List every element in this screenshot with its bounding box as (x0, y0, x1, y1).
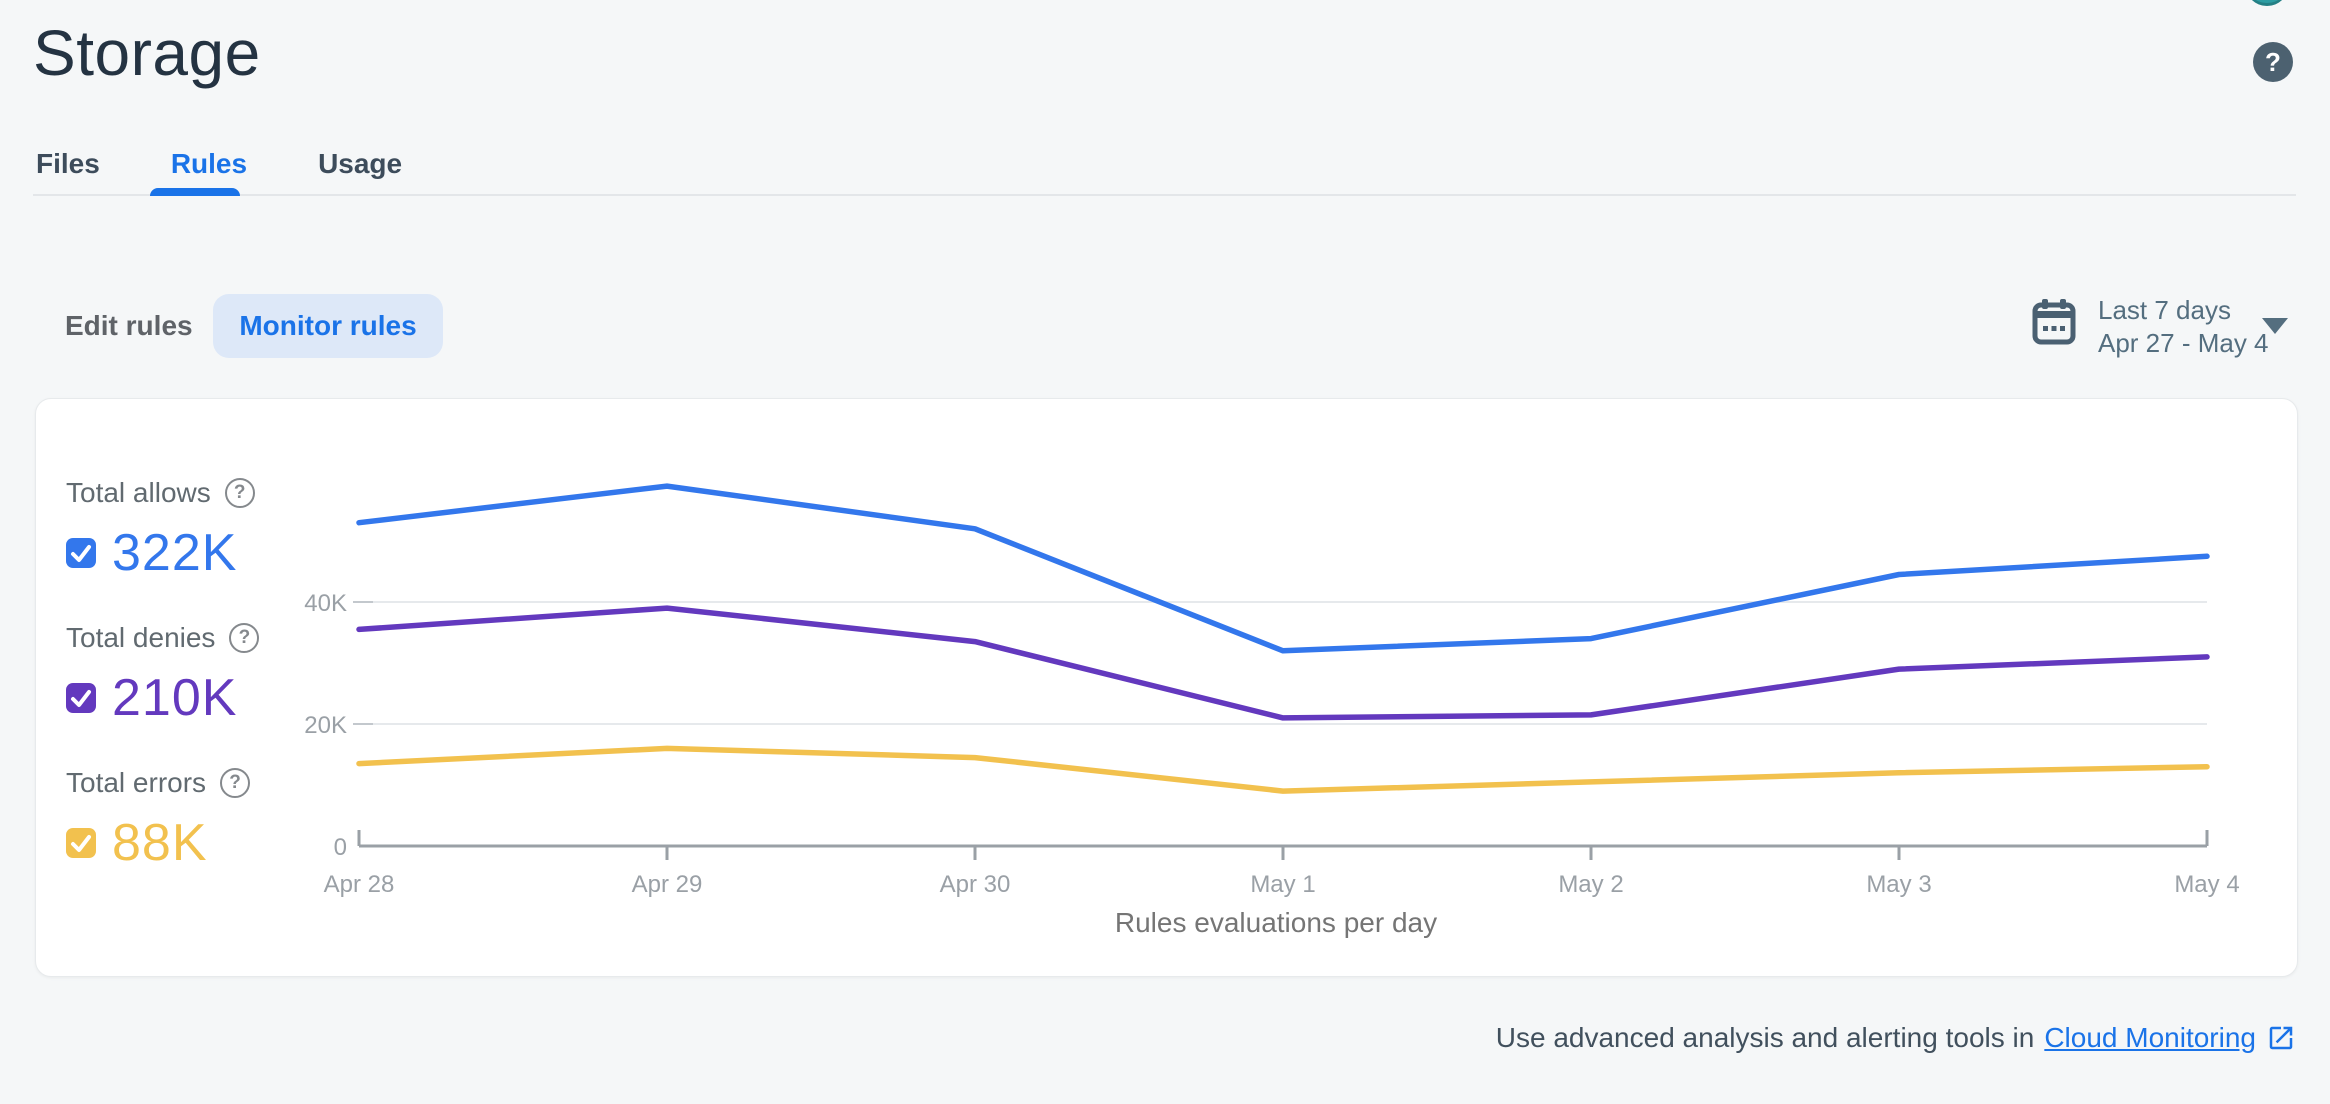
edit-rules-button[interactable]: Edit rules (65, 310, 193, 341)
external-link-icon (2269, 1026, 2293, 1050)
rules-evaluations-chart: 0 20K 40K Apr 28 Apr 29 Apr 30 May 1 May 2 May 3… (304, 483, 2240, 898)
question-mark-icon: ? (2265, 47, 2281, 77)
chart-title: Rules evaluations per day (1114, 907, 1438, 938)
tab-usage[interactable]: Usage (318, 148, 403, 179)
active-tab-indicator (150, 188, 240, 196)
x-tick-label: May 4 (2174, 871, 2239, 898)
checkmark-icon (71, 545, 91, 562)
legend-total-errors: Total errors ? 88K (66, 767, 296, 873)
legend-value: 88K (112, 814, 208, 872)
date-range-text: Last 7 days Apr 27 - May 4 (2098, 294, 2269, 360)
x-tick-label: May 2 (1558, 871, 1623, 898)
help-icon[interactable]: ? (220, 768, 251, 798)
date-range-selector[interactable]: Last 7 days Apr 27 - May 4 (2020, 288, 2300, 368)
legend-value: 322K (112, 524, 238, 582)
y-tick-label: 0 (334, 834, 347, 861)
denies-checkbox[interactable] (66, 683, 96, 713)
date-range-dates: Apr 27 - May 4 (2098, 328, 2269, 358)
footer-text: Use advanced analysis and alerting tools… (1495, 1022, 2035, 1053)
x-tick-label: May 1 (1250, 871, 1315, 898)
legend-label: Total errors (66, 767, 207, 798)
checkmark-icon (71, 835, 91, 852)
date-range-preset: Last 7 days (2098, 295, 2231, 325)
y-tick-label: 40K (304, 590, 347, 617)
footer-note: Use advanced analysis and alerting tools… (1496, 1022, 2296, 1054)
legend-label: Total allows (66, 477, 211, 508)
checkmark-icon (71, 690, 91, 707)
monitor-rules-card: Total allows ? 322K Total denies ? (35, 398, 2298, 977)
monitor-rules-button[interactable]: Monitor rules (213, 294, 443, 358)
x-tick-label: Apr 29 (632, 871, 703, 898)
x-tick-label: May 3 (1866, 871, 1931, 898)
help-icon[interactable]: ? (224, 478, 255, 508)
tab-rules[interactable]: Rules (170, 148, 248, 179)
x-tick-label: Apr 30 (940, 871, 1011, 898)
legend-total-denies: Total denies ? 210K (66, 622, 296, 728)
chart-series-line (356, 483, 2210, 654)
legend-label: Total denies (66, 622, 216, 653)
chart-series-line (356, 605, 2210, 721)
tab-bar: Files Rules Usage (33, 148, 405, 180)
cloud-monitoring-link[interactable]: Cloud Monitoring (2044, 1022, 2256, 1053)
chevron-down-icon (2262, 318, 2288, 334)
x-tick-label: Apr 28 (324, 871, 395, 898)
legend-value: 210K (112, 669, 238, 727)
errors-checkbox[interactable] (66, 828, 96, 858)
y-tick-label: 20K (304, 712, 347, 739)
chart-area: 0 20K 40K Apr 28 Apr 29 Apr 30 May 1 May 2 May 3… (301, 441, 2276, 911)
tab-files[interactable]: Files (36, 148, 100, 179)
help-icon[interactable]: ? (229, 623, 260, 653)
allows-checkbox[interactable] (66, 538, 96, 568)
calendar-icon (2032, 299, 2076, 345)
page-title: Storage (33, 17, 261, 89)
chart-series-line (356, 745, 2210, 794)
help-button[interactable]: ? (2253, 42, 2293, 82)
tabs-divider (33, 194, 2296, 196)
legend-total-allows: Total allows ? 322K (66, 477, 296, 583)
avatar[interactable] (2245, 0, 2289, 6)
